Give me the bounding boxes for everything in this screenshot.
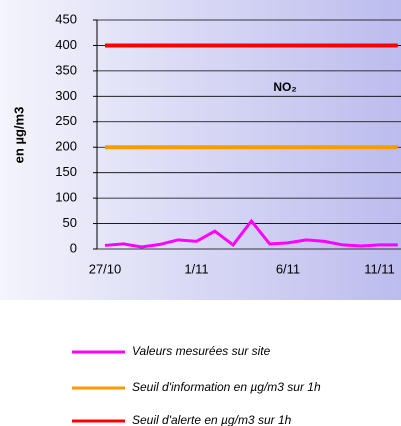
y-tick-label: 0 [70, 240, 77, 255]
legend-label: Valeurs mesurées sur site [132, 344, 271, 358]
y-tick-label: 50 [63, 215, 77, 230]
y-tick-label: 150 [55, 164, 77, 179]
legend-background [0, 300, 401, 426]
y-tick-label: 450 [55, 11, 77, 26]
legend-label: Seuil d'alerte en µg/m3 sur 1h [132, 413, 292, 426]
y-tick-label: 350 [55, 62, 77, 77]
series-line [104, 218, 398, 249]
y-tick-label: 400 [55, 37, 77, 52]
chart-title: NO₂ [273, 80, 296, 94]
x-tick-label: 11/11 [364, 261, 395, 276]
y-tick-label: 250 [55, 113, 77, 128]
legend-label: Seuil d'information en µg/m3 sur 1h [132, 380, 321, 394]
y-tick-label: 200 [55, 139, 77, 154]
y-axis-label: en µg/m3 [11, 107, 26, 164]
chart-background [0, 0, 401, 300]
y-tick-label: 300 [55, 88, 77, 103]
y-tick-label: 100 [55, 190, 77, 205]
x-tick-label: 1/11 [184, 261, 208, 276]
x-tick-label: 27/10 [89, 261, 122, 276]
x-tick-label: 6/11 [276, 261, 300, 276]
